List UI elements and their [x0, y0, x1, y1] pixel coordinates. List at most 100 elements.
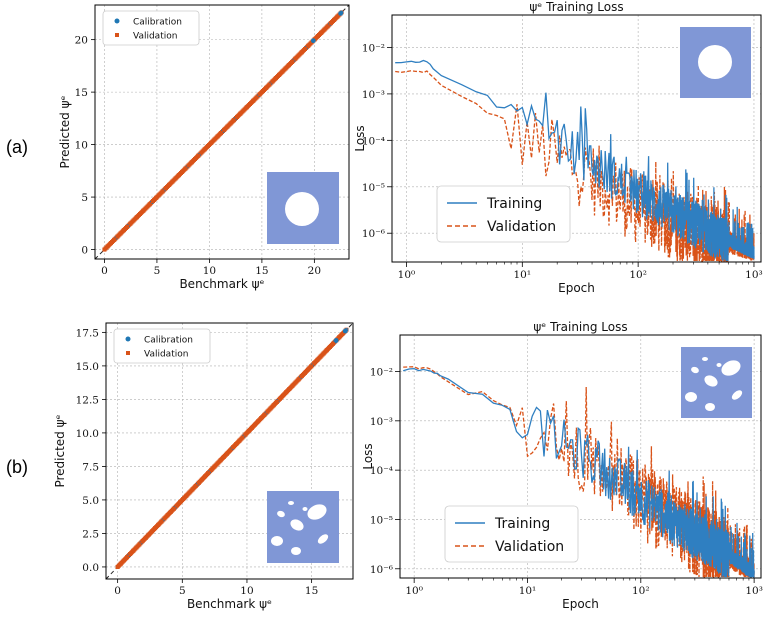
validation-point [260, 89, 265, 94]
validation-point [115, 564, 120, 569]
validation-point [128, 221, 133, 226]
x-tick-label: 5 [179, 585, 186, 597]
validation-point [170, 179, 175, 184]
inset-hole [704, 375, 718, 387]
legend: Calibration Validation [113, 328, 211, 364]
y-tick-label: 10⁻⁵ [370, 514, 393, 526]
validation-point [165, 513, 170, 518]
y-tick-label: 5 [81, 192, 88, 204]
validation-point [293, 56, 298, 61]
validation-point [178, 500, 183, 505]
validation-point [199, 150, 204, 155]
inset-hole [721, 360, 741, 376]
validation-point [112, 237, 117, 242]
validation-point [115, 234, 120, 239]
geometry-inset [267, 172, 339, 244]
validation-point [315, 357, 320, 362]
plot-frame [391, 14, 762, 263]
x-axis-label: Benchmark ψᵉ [179, 277, 264, 291]
validation-point [293, 380, 298, 385]
x-tick-label: 10 [203, 265, 216, 277]
training-loss-line [403, 367, 755, 578]
y-tick-label: 10 [75, 140, 88, 152]
x-tick-label: 0 [101, 265, 108, 277]
inset-hole [685, 392, 697, 402]
validation-point [254, 95, 259, 100]
calibration-point [338, 10, 344, 16]
validation-point [205, 144, 210, 149]
y-tick-label: 12.5 [76, 394, 99, 406]
validation-point [144, 205, 149, 210]
chart-title: ψᵉ Training Loss [529, 0, 623, 14]
validation-point [231, 118, 236, 123]
validation-point [121, 558, 126, 563]
validation-point [235, 114, 240, 119]
validation-point [228, 121, 233, 126]
validation-point [173, 176, 178, 181]
y-tick-label: 15 [75, 87, 88, 99]
validation-point [319, 30, 324, 35]
validation-point [209, 467, 214, 472]
validation-point [183, 166, 188, 171]
geometry-inset [681, 347, 752, 418]
y-axis-label: Predicted ψᵉ [53, 414, 67, 487]
calibration-point [333, 338, 339, 343]
validation-point [262, 412, 267, 417]
validation-point [225, 124, 230, 129]
x-tick-label: 0 [114, 585, 121, 597]
legend-validation-marker [115, 33, 119, 37]
validation-point [337, 335, 342, 340]
validation-point [186, 163, 191, 168]
validation-point [340, 332, 345, 337]
validation-point [134, 545, 139, 550]
legend-box [113, 328, 211, 364]
x-axis-label: Epoch [558, 281, 595, 295]
legend-validation-label: Validation [487, 219, 556, 235]
validation-point [277, 396, 282, 401]
y-tick-label: 10⁻² [362, 42, 385, 54]
validation-point [286, 63, 291, 68]
y-tick-label: 0 [81, 245, 88, 257]
y-axis-label: Predicted ψᵉ [58, 95, 72, 168]
legend-calibration-marker [125, 336, 131, 342]
legend-box [102, 10, 200, 46]
validation-point [125, 224, 130, 229]
validation-point [193, 156, 198, 161]
validation-point [189, 160, 194, 165]
validation-point [267, 82, 272, 87]
validation-point [202, 147, 207, 152]
legend: Calibration Validation [102, 10, 200, 46]
validation-point [146, 532, 151, 537]
inset-hole [302, 507, 308, 511]
validation-point [287, 387, 292, 392]
geometry-inset [680, 27, 751, 98]
validation-point [154, 195, 159, 200]
validation-point [302, 370, 307, 375]
validation-point [306, 367, 311, 372]
validation-point [281, 393, 286, 398]
inset-hole [691, 366, 699, 374]
legend-training-label: Training [494, 516, 550, 532]
validation-point [180, 169, 185, 174]
validation-point [131, 218, 136, 223]
x-tick-label: 10¹ [519, 585, 537, 597]
y-tick-label: 7.5 [82, 461, 99, 473]
validation-point [231, 445, 236, 450]
legend-calibration-label: Calibration [144, 336, 193, 346]
x-tick-label: 10 [240, 585, 253, 597]
validation-point [181, 497, 186, 502]
plot-frame [105, 322, 354, 580]
validation-point [271, 403, 276, 408]
y-tick-label: 10⁻³ [362, 89, 385, 101]
validation-point [121, 228, 126, 233]
y-tick-label: 17.5 [76, 327, 99, 339]
validation-point [322, 27, 327, 32]
inset-hole [317, 534, 329, 544]
validation-point [143, 535, 148, 540]
x-tick-label: 10¹ [514, 269, 532, 281]
y-tick-label: 10⁻³ [370, 416, 393, 428]
x-tick-label: 10² [632, 585, 650, 597]
validation-point [321, 351, 326, 356]
y-tick-label: 5.0 [82, 495, 99, 507]
